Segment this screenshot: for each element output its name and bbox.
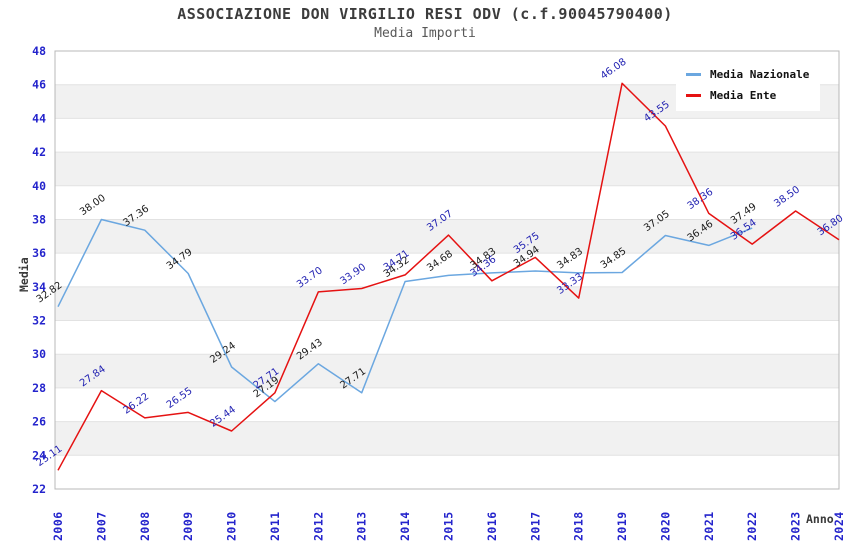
legend-item-media-ente: Media Ente <box>686 89 820 102</box>
x-tick-label: 2008 <box>138 511 152 541</box>
legend-item-media-nazionale: Media Nazionale <box>686 68 820 81</box>
y-tick-label: 40 <box>32 179 46 193</box>
x-tick-label: 2015 <box>442 511 456 541</box>
x-tick-label: 2023 <box>789 511 803 541</box>
series-line-media-nazionale <box>57 218 753 403</box>
y-tick-label: 36 <box>32 246 46 260</box>
y-tick-label: 22 <box>32 482 46 496</box>
x-tick-label: 2009 <box>181 511 195 541</box>
x-tick-label: 2006 <box>51 511 65 541</box>
data-label: 38.36 <box>686 187 716 212</box>
x-tick-label: 2007 <box>94 511 108 541</box>
x-tick-label: 2014 <box>398 511 412 541</box>
x-tick-label: 2011 <box>268 511 282 541</box>
x-tick-label: 2016 <box>485 511 499 541</box>
y-tick-label: 38 <box>32 212 46 226</box>
x-tick-label: 2021 <box>702 511 716 541</box>
y-tick-label: 42 <box>32 145 46 159</box>
grid-band <box>55 354 839 388</box>
grid-band <box>55 286 839 321</box>
legend-swatch-media-ente-icon <box>686 94 701 97</box>
grid-band <box>55 152 839 186</box>
data-label: 38.50 <box>772 184 802 209</box>
legend-label-media-ente: Media Ente <box>710 89 777 102</box>
y-tick-label: 26 <box>32 415 46 429</box>
y-tick-label: 28 <box>32 381 46 395</box>
y-tick-label: 46 <box>32 78 46 92</box>
x-tick-label: 2018 <box>572 511 586 541</box>
y-tick-label: 32 <box>32 314 46 328</box>
y-axis-title: Media <box>17 257 31 292</box>
y-tick-label: 44 <box>32 111 46 125</box>
x-tick-label: 2019 <box>615 511 629 541</box>
chart-subtitle: Media Importi <box>374 26 476 41</box>
x-tick-label: 2022 <box>745 511 759 541</box>
series-line-media-ente <box>57 82 840 471</box>
plot-border <box>54 50 840 490</box>
x-tick-label: 2017 <box>528 511 542 541</box>
data-label: 38.00 <box>78 193 108 218</box>
y-tick-label: 30 <box>32 347 46 361</box>
data-label: 26.55 <box>165 386 195 411</box>
y-tick-label: 24 <box>32 448 46 462</box>
data-label: 46.08 <box>599 57 629 82</box>
grid-band <box>55 421 839 456</box>
x-axis-title: Anno <box>806 512 834 526</box>
x-tick-label: 2020 <box>658 511 672 541</box>
legend-swatch-media-nazionale-icon <box>686 73 701 76</box>
data-label: 33.90 <box>338 262 368 287</box>
x-tick-label: 2010 <box>225 511 239 541</box>
legend-label-media-nazionale: Media Nazionale <box>710 68 810 81</box>
y-tick-label: 34 <box>32 280 46 294</box>
chart-title: ASSOCIAZIONE DON VIRGILIO RESI ODV (c.f.… <box>177 5 673 23</box>
y-tick-label: 48 <box>32 44 46 58</box>
x-tick-label: 2012 <box>311 511 325 541</box>
legend: Media Nazionale Media Ente <box>676 57 820 111</box>
x-tick-label: 2024 <box>832 511 846 541</box>
x-tick-label: 2013 <box>355 511 369 541</box>
